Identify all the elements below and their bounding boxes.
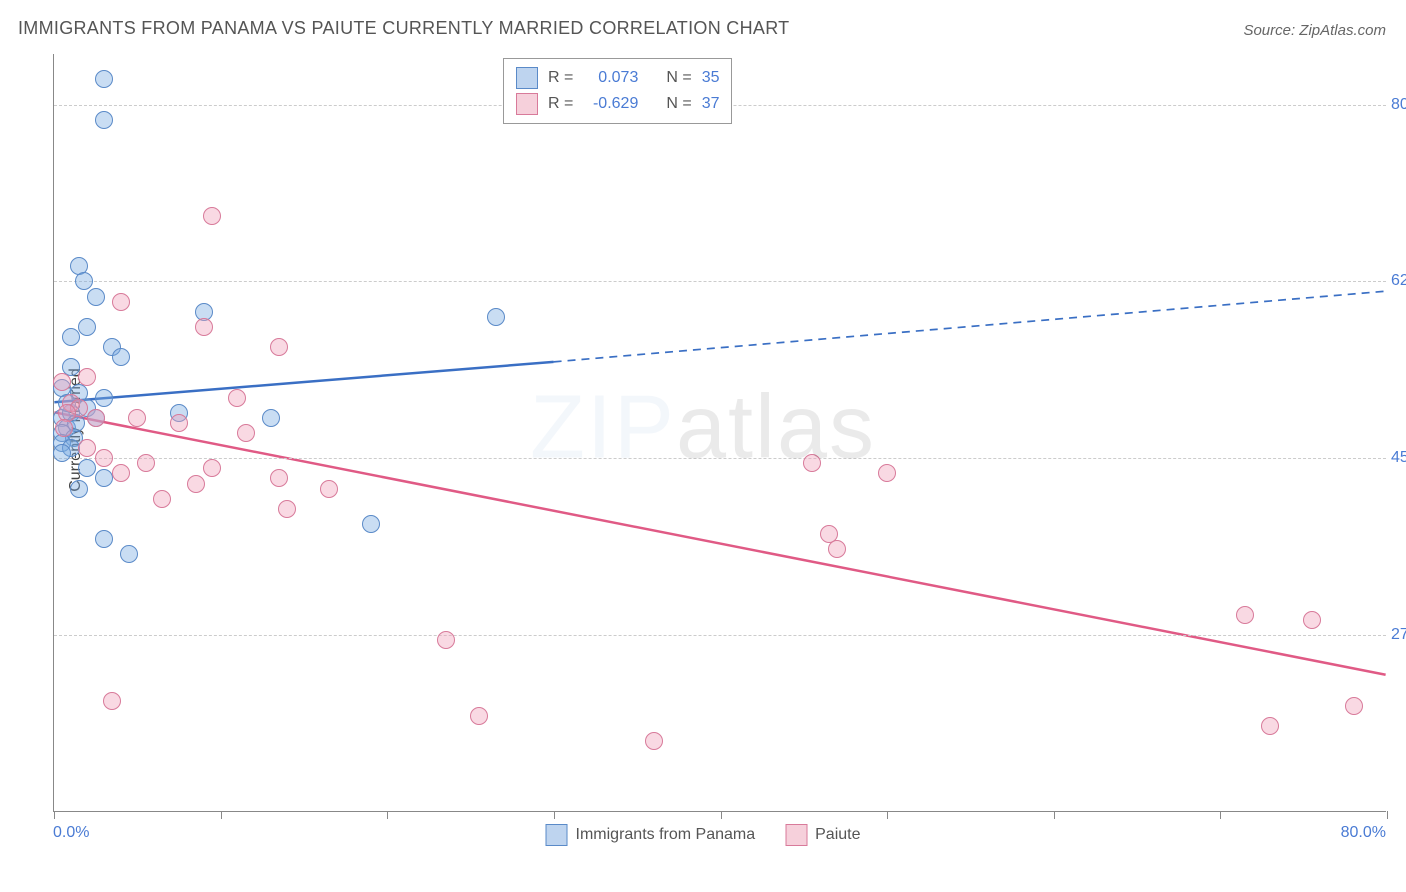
legend-item-pink: Paiute <box>785 824 860 846</box>
scatter-point <box>62 328 80 346</box>
y-tick-label: 62.5% <box>1391 272 1406 290</box>
scatter-point <box>645 732 663 750</box>
legend-top: R = 0.073 N = 35 R = -0.629 N = 37 <box>503 58 732 124</box>
scatter-point <box>195 318 213 336</box>
scatter-point <box>95 449 113 467</box>
scatter-point <box>320 480 338 498</box>
scatter-point <box>153 490 171 508</box>
scatter-point <box>437 631 455 649</box>
legend-bottom: Immigrants from Panama Paiute <box>546 824 861 846</box>
legend-row-pink: R = -0.629 N = 37 <box>516 91 719 117</box>
scatter-point <box>53 373 71 391</box>
r-label: R = <box>548 69 573 87</box>
scatter-point <box>170 414 188 432</box>
chart-title: IMMIGRANTS FROM PANAMA VS PAIUTE CURRENT… <box>18 18 789 39</box>
scatter-point <box>78 439 96 457</box>
legend-item-blue: Immigrants from Panama <box>546 824 756 846</box>
legend-row-blue: R = 0.073 N = 35 <box>516 65 719 91</box>
scatter-point <box>270 338 288 356</box>
scatter-point <box>112 464 130 482</box>
n-value-blue: 35 <box>702 69 720 87</box>
gridline <box>54 458 1386 459</box>
legend-label-pink: Paiute <box>815 826 860 844</box>
scatter-point <box>1303 611 1321 629</box>
trendline-solid <box>54 362 553 402</box>
scatter-point <box>95 530 113 548</box>
legend-swatch-pink <box>516 93 538 115</box>
chart-container: IMMIGRANTS FROM PANAMA VS PAIUTE CURRENT… <box>0 0 1406 892</box>
legend-swatch-blue <box>516 67 538 89</box>
scatter-point <box>120 545 138 563</box>
scatter-point <box>78 459 96 477</box>
legend-label-blue: Immigrants from Panama <box>576 826 756 844</box>
legend-swatch-pink <box>785 824 807 846</box>
scatter-point <box>237 424 255 442</box>
x-tick <box>721 811 722 819</box>
scatter-point <box>270 469 288 487</box>
scatter-point <box>203 459 221 477</box>
r-value-blue: 0.073 <box>583 69 638 87</box>
scatter-point <box>278 500 296 518</box>
n-label: N = <box>666 69 691 87</box>
scatter-point <box>128 409 146 427</box>
source-label: Source: ZipAtlas.com <box>1243 22 1386 39</box>
scatter-point <box>470 707 488 725</box>
scatter-point <box>228 389 246 407</box>
scatter-point <box>87 288 105 306</box>
scatter-point <box>362 515 380 533</box>
scatter-point <box>1236 606 1254 624</box>
scatter-point <box>803 454 821 472</box>
x-tick <box>1220 811 1221 819</box>
scatter-point <box>112 293 130 311</box>
legend-swatch-blue <box>546 824 568 846</box>
scatter-point <box>55 419 73 437</box>
plot-area: 27.5%45.0%62.5%80.0% <box>53 54 1386 812</box>
x-axis-min-label: 0.0% <box>53 824 89 842</box>
scatter-point <box>78 368 96 386</box>
y-tick-label: 80.0% <box>1391 96 1406 114</box>
x-tick <box>1054 811 1055 819</box>
scatter-point <box>95 389 113 407</box>
y-tick-label: 45.0% <box>1391 449 1406 467</box>
scatter-point <box>103 692 121 710</box>
scatter-point <box>137 454 155 472</box>
x-tick <box>887 811 888 819</box>
x-tick <box>387 811 388 819</box>
scatter-point <box>87 409 105 427</box>
scatter-point <box>78 318 96 336</box>
scatter-point <box>95 111 113 129</box>
x-tick <box>221 811 222 819</box>
x-tick <box>1387 811 1388 819</box>
x-tick <box>54 811 55 819</box>
x-tick <box>554 811 555 819</box>
n-label: N = <box>666 95 691 113</box>
r-value-pink: -0.629 <box>583 95 638 113</box>
scatter-point <box>828 540 846 558</box>
scatter-point <box>1261 717 1279 735</box>
scatter-point <box>878 464 896 482</box>
scatter-point <box>1345 697 1363 715</box>
r-label: R = <box>548 95 573 113</box>
scatter-point <box>262 409 280 427</box>
y-tick-label: 27.5% <box>1391 626 1406 644</box>
scatter-point <box>53 444 71 462</box>
x-axis-max-label: 80.0% <box>1341 824 1386 842</box>
gridline <box>54 635 1386 636</box>
scatter-point <box>95 70 113 88</box>
n-value-pink: 37 <box>702 95 720 113</box>
scatter-point <box>70 480 88 498</box>
scatter-point <box>487 308 505 326</box>
scatter-point <box>112 348 130 366</box>
scatter-point <box>187 475 205 493</box>
scatter-point <box>203 207 221 225</box>
scatter-point <box>95 469 113 487</box>
trendline-dashed <box>554 291 1386 362</box>
gridline <box>54 281 1386 282</box>
